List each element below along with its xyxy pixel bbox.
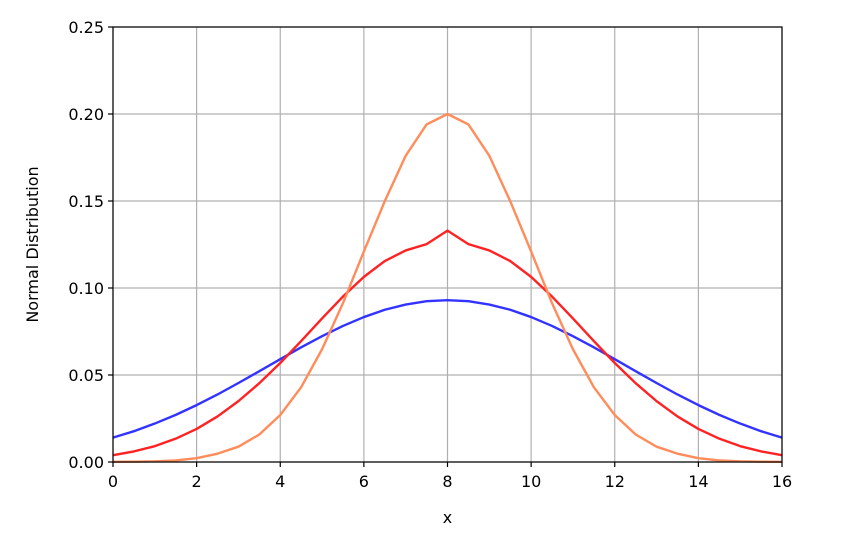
series-line-3: [112, 112, 783, 464]
x-tick-label: 16: [772, 472, 792, 491]
x-tick-label: 4: [275, 472, 285, 491]
x-tick-label: 10: [521, 472, 541, 491]
x-tick-label: 6: [359, 472, 369, 491]
y-tick-label: 0.25: [68, 18, 104, 37]
x-tick-label: 0: [108, 472, 118, 491]
y-tick-label: 0.15: [68, 192, 104, 211]
axis-ticks: [108, 26, 783, 467]
axis-tick-labels: 0 2 4 6 8 10 12 14 16 0.00 0.05 0.10 0.15 0.20 0.25: [68, 18, 792, 491]
y-tick-label: 0.20: [68, 105, 104, 124]
y-tick-label: 0.00: [68, 453, 104, 472]
series-line-1: [112, 298, 783, 439]
x-tick-label: 14: [688, 472, 708, 491]
x-tick-label: 8: [442, 472, 452, 491]
x-axis-label: x: [443, 508, 452, 527]
x-tick-label: 2: [192, 472, 202, 491]
plot-series: [112, 112, 783, 464]
y-axis-label: Normal Distribution: [23, 166, 42, 322]
y-tick-label: 0.05: [68, 366, 104, 385]
series-line-2: [112, 229, 783, 457]
y-tick-label: 0.10: [68, 279, 104, 298]
x-tick-label: 12: [605, 472, 625, 491]
